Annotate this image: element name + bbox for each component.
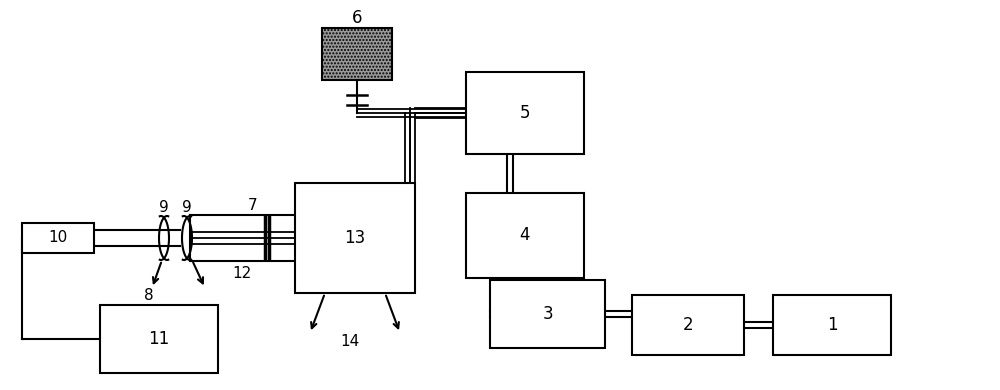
Bar <box>100 305 218 373</box>
Text: 7: 7 <box>247 199 257 213</box>
Text: 9: 9 <box>182 200 192 216</box>
Bar <box>773 295 891 355</box>
Bar <box>466 72 584 154</box>
Bar <box>22 223 94 253</box>
Text: 9: 9 <box>159 200 169 216</box>
Text: 4: 4 <box>520 227 530 245</box>
Text: 8: 8 <box>144 289 154 303</box>
Text: 3: 3 <box>542 305 553 323</box>
Bar <box>322 28 392 80</box>
Text: 6: 6 <box>352 9 362 27</box>
Text: 2: 2 <box>683 316 693 334</box>
Bar <box>490 280 605 348</box>
Text: 12: 12 <box>232 266 252 282</box>
Bar <box>295 183 415 293</box>
Text: 5: 5 <box>520 104 530 122</box>
Text: 11: 11 <box>148 330 170 348</box>
Bar <box>632 295 744 355</box>
Bar <box>466 193 584 278</box>
Text: 10: 10 <box>48 230 68 245</box>
Text: 13: 13 <box>344 229 366 247</box>
Text: 1: 1 <box>827 316 837 334</box>
Text: 14: 14 <box>340 333 360 349</box>
